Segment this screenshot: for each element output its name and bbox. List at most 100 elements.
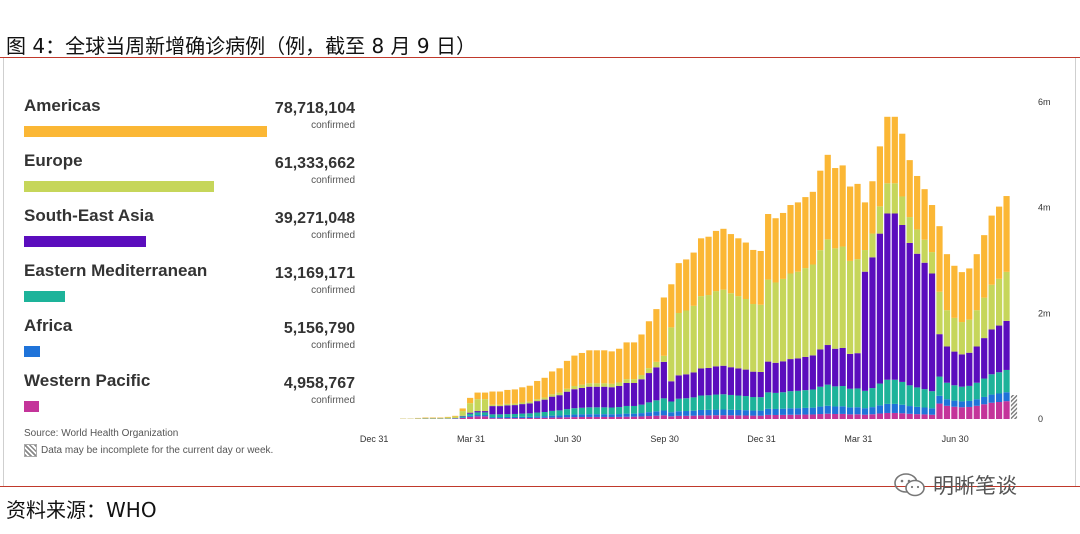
legend-bar bbox=[24, 236, 146, 247]
bar-segment bbox=[757, 415, 764, 419]
week-bar bbox=[966, 268, 973, 419]
bar-segment bbox=[884, 412, 891, 419]
week-bar bbox=[802, 197, 809, 419]
bar-segment bbox=[422, 417, 429, 419]
week-bar bbox=[630, 342, 638, 419]
bar-segment bbox=[847, 260, 854, 354]
bar-segment bbox=[653, 361, 660, 368]
bar-segment bbox=[779, 212, 787, 279]
week-bar bbox=[951, 265, 958, 419]
bar-segment bbox=[660, 410, 667, 416]
bar-segment bbox=[623, 416, 630, 419]
bar-segment bbox=[720, 289, 727, 366]
bar-segment bbox=[869, 407, 876, 415]
bar-segment bbox=[787, 273, 794, 360]
bar-segment bbox=[876, 413, 883, 419]
legend-unit: confirmed bbox=[311, 340, 355, 351]
bar-segment bbox=[981, 396, 988, 405]
bar-segment bbox=[571, 389, 578, 409]
bar-segment bbox=[698, 415, 705, 419]
bar-segment bbox=[467, 403, 474, 413]
bar-segment bbox=[988, 329, 995, 375]
bar-segment bbox=[787, 359, 794, 392]
bar-segment bbox=[861, 408, 869, 415]
bar-segment bbox=[735, 296, 742, 369]
bar-segment bbox=[906, 242, 913, 386]
bar-segment bbox=[645, 368, 653, 374]
bar-segment bbox=[660, 297, 667, 356]
bar-segment bbox=[586, 414, 593, 417]
bar-segment bbox=[459, 411, 466, 416]
bar-segment bbox=[727, 234, 734, 294]
bar-segment bbox=[690, 410, 697, 416]
week-bar bbox=[675, 263, 682, 419]
bar-segment bbox=[630, 405, 638, 414]
bar-segment bbox=[742, 242, 749, 300]
bar-segment bbox=[675, 415, 682, 419]
bar-segment bbox=[444, 416, 451, 418]
bar-segment bbox=[556, 395, 563, 411]
bar-segment bbox=[549, 371, 556, 395]
bar-segment bbox=[563, 360, 571, 389]
bar-segment bbox=[966, 352, 973, 386]
y-tick-label: 6m bbox=[1038, 97, 1050, 107]
legend-unit: confirmed bbox=[311, 230, 355, 241]
bar-segment bbox=[794, 271, 802, 359]
bar-segment bbox=[601, 414, 608, 417]
bar-segment bbox=[593, 383, 600, 387]
legend-value: 61,333,662 bbox=[274, 155, 355, 172]
bar-segment bbox=[861, 390, 869, 409]
bar-segment bbox=[899, 225, 906, 382]
bar-segment bbox=[832, 168, 839, 249]
week-bar bbox=[861, 202, 869, 419]
bar-segment bbox=[630, 413, 638, 417]
bar-segment bbox=[578, 387, 585, 408]
bar-segment bbox=[638, 404, 645, 414]
bar-segment bbox=[616, 385, 623, 408]
legend-region-name: Europe bbox=[24, 151, 83, 170]
week-bar bbox=[571, 355, 578, 419]
bar-segment bbox=[876, 405, 883, 414]
bar-segment bbox=[914, 414, 921, 419]
week-bar bbox=[914, 175, 921, 419]
week-bar bbox=[809, 191, 816, 419]
week-bar bbox=[973, 254, 980, 419]
bar-segment bbox=[988, 394, 995, 403]
bar-segment bbox=[847, 388, 854, 408]
bar-segment bbox=[578, 384, 585, 388]
bar-segment bbox=[802, 390, 809, 408]
bar-segment bbox=[854, 388, 861, 408]
bar-segment bbox=[556, 415, 563, 418]
bar-segment bbox=[467, 397, 474, 404]
right-border bbox=[1075, 58, 1076, 486]
bar-segment bbox=[727, 409, 734, 416]
legend-unit: confirmed bbox=[311, 285, 355, 296]
week-bar bbox=[988, 215, 995, 419]
bar-segment bbox=[668, 401, 675, 413]
bar-segment bbox=[906, 406, 913, 414]
week-bar bbox=[563, 360, 571, 419]
week-bar bbox=[779, 212, 787, 419]
week-bar bbox=[936, 226, 943, 419]
bar-segment bbox=[742, 410, 749, 416]
bar-segment bbox=[899, 381, 906, 405]
week-bar bbox=[534, 380, 541, 419]
bar-segment bbox=[526, 413, 533, 417]
bar-segment bbox=[563, 417, 571, 419]
bar-segment bbox=[608, 416, 615, 419]
bar-segment bbox=[690, 372, 697, 398]
bar-segment bbox=[943, 382, 951, 400]
week-bar bbox=[437, 417, 444, 419]
week-bar bbox=[660, 297, 667, 419]
bar-segment bbox=[683, 259, 690, 311]
bar-segment bbox=[645, 416, 653, 419]
week-bar bbox=[698, 238, 705, 419]
bar-segment bbox=[593, 350, 600, 384]
hatch-icon bbox=[24, 444, 37, 457]
y-tick-label: 0 bbox=[1038, 414, 1043, 424]
bar-segment bbox=[906, 217, 913, 243]
bar-segment bbox=[474, 412, 481, 416]
week-bar bbox=[496, 391, 504, 419]
bar-segment bbox=[839, 413, 846, 419]
bar-segment bbox=[757, 250, 764, 305]
